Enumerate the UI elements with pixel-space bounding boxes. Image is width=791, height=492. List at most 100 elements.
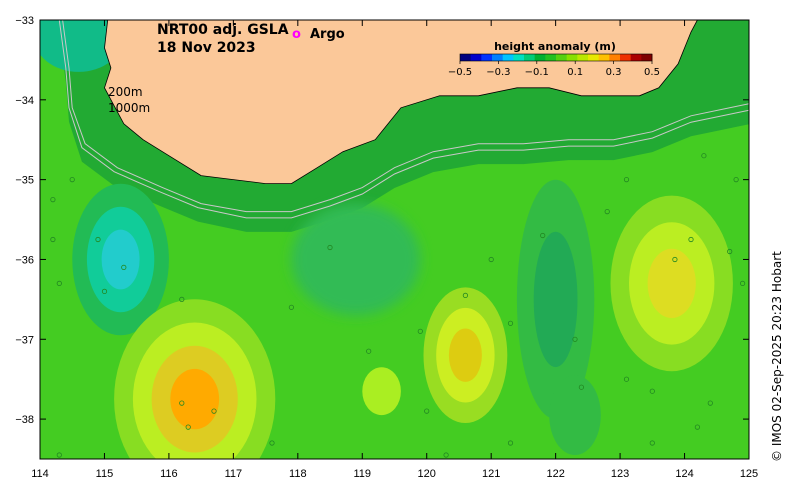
anomaly-contours xyxy=(72,179,733,459)
y-tick-label: −37 xyxy=(15,334,34,346)
y-tick-label: −36 xyxy=(15,254,34,266)
trough-central-low-level xyxy=(533,231,578,368)
argo-float-marker xyxy=(462,292,468,298)
eddy-southwest-high xyxy=(114,299,276,459)
argo-float-marker xyxy=(179,400,185,406)
plot-frame xyxy=(39,19,750,460)
argo-float-marker xyxy=(56,280,62,286)
argo-float-marker xyxy=(578,384,585,390)
colorbar-tick-label: −0.1 xyxy=(525,67,549,78)
isobath-200m xyxy=(40,20,749,213)
patch-south-high-level xyxy=(362,367,401,416)
x-tick-label: 117 xyxy=(225,468,243,480)
argo-float-marker xyxy=(417,328,423,334)
y-axis: −33 −34 −35 −36 −37 −38 xyxy=(15,15,749,426)
x-tick-label: 116 xyxy=(160,468,178,480)
argo-float-marker xyxy=(701,153,707,159)
isobath-1000m xyxy=(40,20,749,219)
patch-southeast-low-level xyxy=(549,375,601,455)
x-tick-label: 123 xyxy=(611,468,629,480)
y-tick-label: −33 xyxy=(15,15,34,27)
y-tick-label: −35 xyxy=(15,175,34,187)
argo-float-marker xyxy=(211,408,217,414)
argo-float-marker xyxy=(739,280,746,286)
x-tick-label: 118 xyxy=(289,468,307,480)
x-tick-label: 120 xyxy=(418,468,436,480)
imos-credit: © IMOS 02-Sep-2025 20:23 Hobart xyxy=(770,251,784,462)
argo-legend-label: Argo xyxy=(310,27,345,42)
map-title: NRT00 adj. GSLA xyxy=(157,22,289,38)
argo-float-marker xyxy=(269,440,275,446)
colorbar-segments xyxy=(460,54,653,61)
argo-float-marker xyxy=(424,408,430,414)
x-tick-label: 115 xyxy=(96,468,114,480)
argo-float-marker xyxy=(121,264,127,270)
eddy-east-high-level xyxy=(647,248,696,318)
argo-float-marker xyxy=(288,304,294,310)
argo-float-marker xyxy=(488,256,494,263)
x-tick-label: 125 xyxy=(740,468,758,480)
argo-float-marker xyxy=(507,320,514,326)
colorbar-segment xyxy=(630,54,642,61)
colorbar-segment xyxy=(460,54,472,61)
argo-floats xyxy=(50,153,746,458)
argo-float-marker xyxy=(185,424,191,430)
colorbar-segment xyxy=(470,54,482,61)
x-tick-label: 114 xyxy=(31,468,49,480)
colorbar-tick-label: −0.3 xyxy=(486,67,510,78)
colorbar-segment xyxy=(534,54,546,61)
argo-float-marker xyxy=(672,256,678,263)
colorbar-segment xyxy=(513,54,525,61)
colorbar-segment xyxy=(502,54,514,61)
colorbar-ticks: −0.5 −0.3 −0.1 0.1 0.3 0.5 xyxy=(448,61,660,78)
eddy-southwest-high-level xyxy=(170,368,220,430)
argo-float-marker xyxy=(69,177,75,183)
y-tick-label: −34 xyxy=(15,95,34,107)
x-axis: 114 115 116 117 118 119 120 121 122 123 124 125 xyxy=(31,20,758,480)
map-plot-area xyxy=(40,20,749,459)
eddy-central-high xyxy=(423,287,508,424)
colorbar-segment xyxy=(545,54,557,61)
colorbar-segment xyxy=(641,54,653,61)
colorbar-segment xyxy=(620,54,632,61)
colorbar-segment xyxy=(609,54,621,61)
argo-float-marker xyxy=(694,424,701,430)
colorbar-segment xyxy=(492,54,504,61)
argo-float-marker xyxy=(179,296,185,302)
x-tick-label: 122 xyxy=(546,468,564,480)
argo-legend: o Argo xyxy=(292,27,345,42)
patch-south-high xyxy=(362,367,401,416)
argo-float-marker xyxy=(733,177,739,183)
argo-float-marker xyxy=(56,452,62,458)
argo-float-marker xyxy=(366,348,372,354)
eddy-west-low xyxy=(72,183,169,336)
colorbar-title: height anomaly (m) xyxy=(494,40,616,53)
eddy-east-high xyxy=(610,195,733,372)
colorbar-tick-label: −0.5 xyxy=(448,67,472,78)
y-tick-label: −38 xyxy=(15,414,34,426)
x-tick-label: 124 xyxy=(675,468,693,480)
x-tick-label: 119 xyxy=(353,468,371,480)
isobath-label-shallow: 200m xyxy=(108,85,143,99)
argo-float-marker xyxy=(623,177,630,183)
isobath-label-deep: 1000m xyxy=(108,101,150,115)
argo-float-marker xyxy=(623,376,630,382)
colorbar-segment xyxy=(577,54,589,61)
colorbar-tick-label: 0.1 xyxy=(567,67,583,78)
argo-float-marker xyxy=(604,209,610,215)
argo-float-marker xyxy=(101,288,108,294)
argo-float-marker xyxy=(327,244,333,251)
argo-legend-symbol: o xyxy=(292,27,301,42)
colorbar-segment xyxy=(566,54,578,61)
argo-float-marker xyxy=(688,236,694,243)
argo-float-marker xyxy=(727,248,733,255)
argo-float-marker xyxy=(572,336,578,342)
trough-central-low xyxy=(516,179,595,420)
colorbar-tick-label: 0.3 xyxy=(606,67,622,78)
argo-float-marker xyxy=(443,452,449,458)
argo-float-marker xyxy=(507,440,514,446)
argo-float-marker xyxy=(649,388,655,394)
argo-float-marker xyxy=(707,400,713,406)
argo-float-marker xyxy=(95,236,101,243)
patch-southeast-low xyxy=(549,375,601,455)
